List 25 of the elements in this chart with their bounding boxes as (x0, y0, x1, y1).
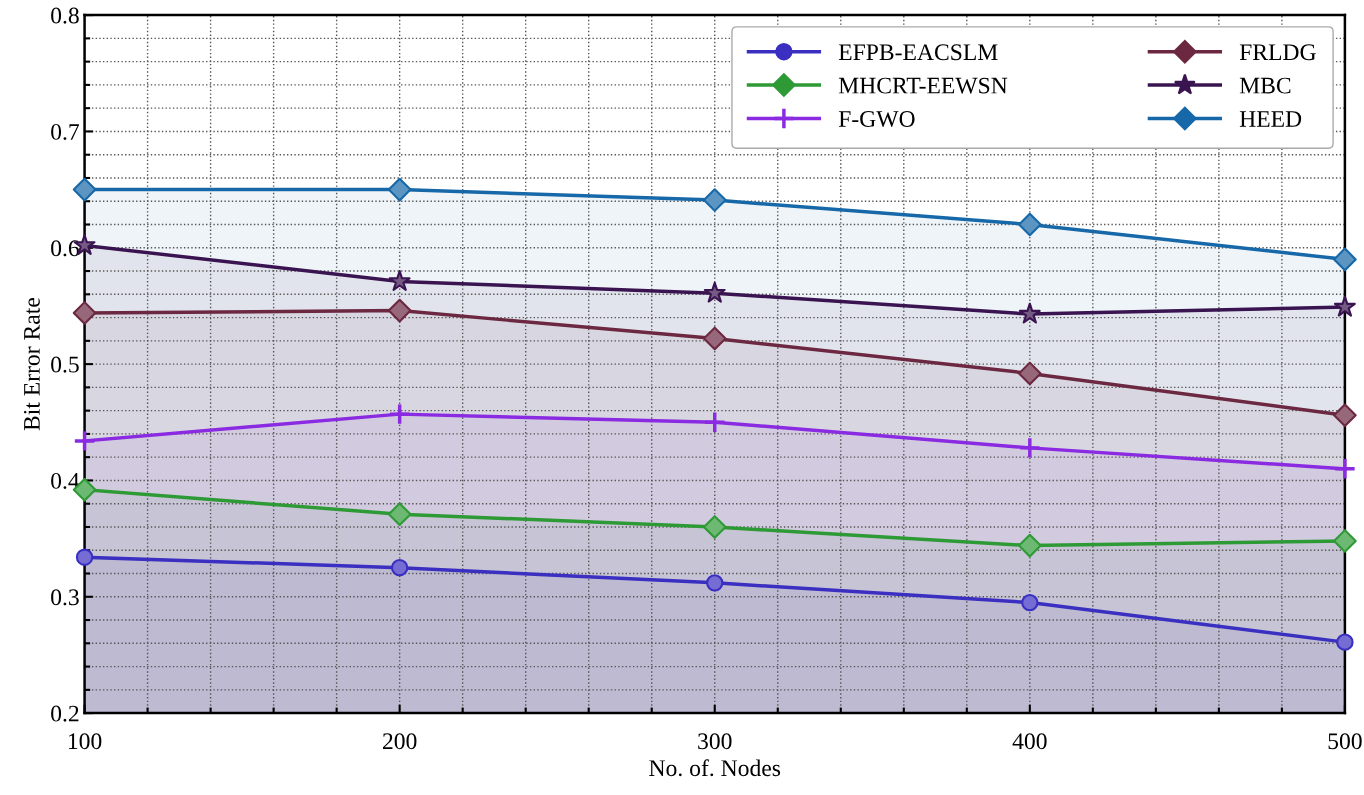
point (1336, 633, 1354, 651)
x-tick-label: 200 (382, 733, 417, 750)
y-tick-label: 0.8 (51, 7, 79, 24)
x-axis-title: No. of. Nodes (649, 759, 781, 777)
y-tick-label: 0.4 (51, 472, 80, 489)
y-axis-title: Bit Error Rate (23, 298, 40, 431)
x-tick-label: 500 (1328, 733, 1362, 750)
point (390, 559, 409, 577)
x-tick-label: 100 (68, 733, 102, 750)
point (1021, 593, 1039, 612)
legend-label: F-GWO (838, 111, 915, 128)
x-tick-label: 400 (1012, 733, 1047, 750)
x-tick-label: 300 (698, 733, 732, 750)
point (75, 548, 94, 566)
y-tick-label: 0.5 (51, 356, 79, 373)
legend-label: EFPB-EACSLM (838, 44, 998, 61)
legend-label: MHCRT-EEWSN (838, 77, 1008, 94)
legend-label: FRLDG (1239, 44, 1316, 61)
legend-label: MBC (1239, 77, 1291, 94)
y-tick-label: 0.6 (51, 240, 79, 257)
y-tick-label: 0.3 (51, 589, 79, 606)
y-tick-label: 0.2 (51, 705, 79, 722)
point (706, 574, 724, 592)
legend-label: HEED (1239, 111, 1302, 127)
y-tick-label: 0.7 (51, 123, 80, 140)
